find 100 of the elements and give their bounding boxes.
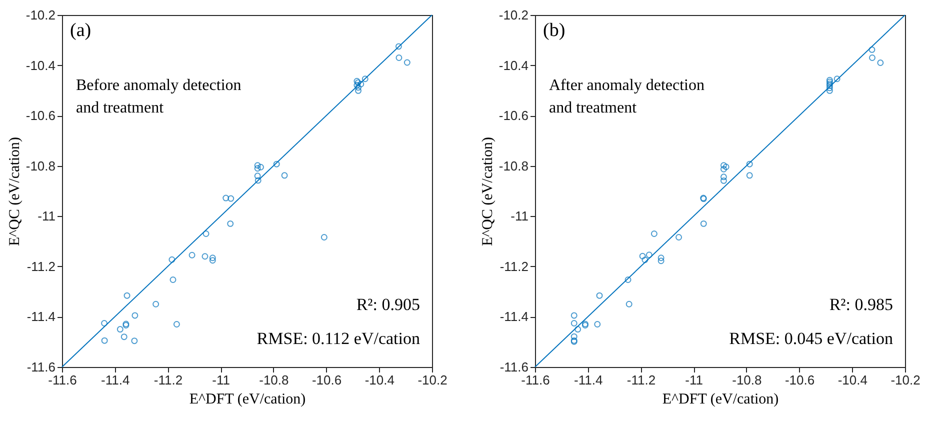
point bbox=[116, 326, 124, 333]
point bbox=[355, 84, 362, 91]
annotation: After anomaly detection and treatment bbox=[549, 77, 704, 116]
annotation: R²: 0.905 bbox=[356, 295, 420, 314]
point bbox=[868, 54, 876, 61]
x-tick-label: -10.2 bbox=[890, 372, 920, 388]
point bbox=[188, 252, 196, 258]
point bbox=[254, 172, 261, 180]
y-tick-label: -11 bbox=[38, 208, 56, 224]
y-tick-label: -11.2 bbox=[26, 258, 56, 274]
point bbox=[254, 177, 262, 184]
x-tick-label: -10.4 bbox=[838, 372, 868, 388]
point bbox=[720, 177, 727, 184]
annotation: (b) bbox=[543, 20, 566, 41]
point bbox=[826, 76, 833, 84]
point bbox=[720, 166, 727, 172]
y-tick-label: -10.4 bbox=[26, 58, 56, 73]
point bbox=[574, 326, 582, 333]
point bbox=[404, 59, 410, 66]
point bbox=[254, 162, 261, 169]
point bbox=[877, 60, 884, 66]
point bbox=[639, 252, 646, 260]
point bbox=[626, 300, 632, 308]
point bbox=[596, 292, 603, 299]
point bbox=[131, 338, 138, 344]
point bbox=[152, 300, 160, 308]
point bbox=[222, 194, 230, 202]
point bbox=[124, 292, 130, 299]
point bbox=[676, 234, 682, 240]
point bbox=[228, 195, 234, 202]
annotation: (a) bbox=[70, 20, 92, 41]
point bbox=[355, 87, 362, 94]
x-tick-label: -11 bbox=[212, 372, 230, 388]
point bbox=[209, 257, 216, 264]
x-tick-label: -10.8 bbox=[259, 372, 289, 388]
point bbox=[173, 321, 180, 328]
x-axis-title: E^DFT (eV/cation) bbox=[662, 392, 779, 408]
point bbox=[642, 256, 648, 264]
point bbox=[826, 84, 833, 92]
x-tick-label: -11 bbox=[685, 372, 703, 388]
x-tick-label: -10.6 bbox=[312, 372, 342, 388]
point bbox=[362, 76, 368, 82]
x-tick-label: -10.8 bbox=[732, 372, 762, 388]
point bbox=[826, 78, 833, 86]
y-tick-label: -11.2 bbox=[500, 258, 528, 274]
x-tick-label: -11.2 bbox=[626, 372, 656, 388]
point bbox=[273, 160, 280, 168]
point bbox=[658, 254, 664, 262]
point bbox=[101, 320, 108, 326]
point bbox=[168, 256, 176, 263]
y-tick-label: -10.2 bbox=[26, 8, 56, 22]
x-tick-label: -10.4 bbox=[364, 372, 394, 388]
x-axis-title: E^DFT (eV/cation) bbox=[189, 392, 306, 408]
point bbox=[227, 220, 234, 227]
point bbox=[354, 82, 360, 88]
y-tick-label: -10.2 bbox=[498, 8, 528, 22]
point bbox=[254, 165, 261, 172]
x-tick-label: -11.6 bbox=[48, 372, 77, 388]
point bbox=[570, 320, 578, 326]
y-tick-label: -10.6 bbox=[498, 108, 528, 124]
point bbox=[120, 334, 128, 340]
point bbox=[132, 312, 138, 319]
point bbox=[722, 164, 730, 170]
point bbox=[650, 230, 658, 237]
point bbox=[395, 43, 402, 50]
point bbox=[646, 252, 652, 258]
point bbox=[746, 160, 753, 168]
point bbox=[396, 54, 402, 61]
point bbox=[202, 253, 208, 260]
point bbox=[700, 220, 707, 227]
x-tick-label: -11.2 bbox=[154, 372, 183, 388]
point bbox=[570, 333, 578, 340]
y-tick-label: -11.6 bbox=[500, 360, 528, 374]
x-tick-label: -11.4 bbox=[574, 372, 603, 388]
x-tick-label: -11.6 bbox=[521, 372, 550, 388]
y-tick-label: -11 bbox=[510, 208, 528, 224]
point bbox=[746, 172, 753, 179]
y-tick-label: -11.4 bbox=[26, 309, 56, 324]
point bbox=[258, 164, 264, 170]
point bbox=[720, 162, 727, 169]
point bbox=[281, 172, 288, 179]
point bbox=[868, 46, 876, 53]
point bbox=[202, 230, 210, 237]
y-tick-label: -10.8 bbox=[498, 158, 528, 174]
point bbox=[720, 174, 727, 180]
y-tick-label: -10.4 bbox=[498, 58, 528, 73]
point bbox=[826, 87, 833, 94]
annotation: RMSE: 0.045 eV/cation bbox=[729, 329, 894, 348]
point bbox=[570, 312, 578, 319]
point bbox=[624, 276, 632, 283]
y-axis-title: E^QC (eV/cation) bbox=[480, 136, 496, 246]
point bbox=[658, 258, 664, 264]
x-tick-label: -10.2 bbox=[418, 372, 448, 388]
x-tick-label: -10.6 bbox=[784, 372, 815, 388]
annotation: R²: 0.985 bbox=[829, 295, 893, 314]
point bbox=[170, 276, 176, 283]
annotation: Before anomaly detection and treatment bbox=[76, 77, 242, 116]
point bbox=[358, 80, 364, 88]
point bbox=[209, 254, 216, 262]
annotation: RMSE: 0.112 eV/cation bbox=[256, 329, 420, 348]
